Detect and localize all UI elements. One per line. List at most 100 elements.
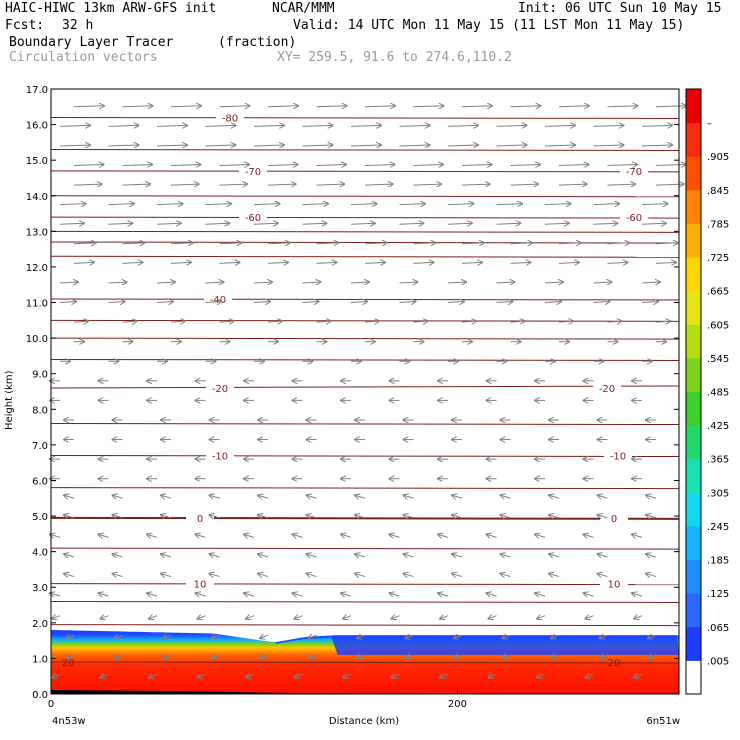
wind-vector xyxy=(122,184,151,185)
wind-vector xyxy=(253,223,278,224)
circulation-vectors xyxy=(50,106,686,678)
wind-vector xyxy=(258,554,269,557)
wind-vector xyxy=(544,223,569,224)
wind-vector xyxy=(646,574,657,577)
wind-vector xyxy=(632,534,643,537)
wind-vector xyxy=(59,302,76,303)
wind-vector xyxy=(246,674,255,677)
y-tick-label: 1.0 xyxy=(32,654,48,665)
wind-vector xyxy=(392,616,400,619)
wind-vector xyxy=(593,282,612,283)
wind-vector xyxy=(341,534,352,537)
wind-vector xyxy=(355,574,366,577)
wind-vector xyxy=(496,223,521,224)
contour-line-0 xyxy=(50,516,680,520)
wind-vector xyxy=(646,495,657,498)
wind-vector xyxy=(461,243,484,244)
contour-label: 10 xyxy=(608,580,621,591)
wind-vector xyxy=(549,495,560,498)
wind-vector xyxy=(212,635,220,638)
wind-vector xyxy=(648,635,657,638)
wind-vector xyxy=(440,674,449,677)
wind-vector xyxy=(510,262,531,263)
wind-vector xyxy=(600,655,608,658)
wind-vector xyxy=(101,674,109,677)
colorbar-label: .365 xyxy=(707,455,729,466)
wind-vector xyxy=(316,243,339,244)
wind-vector xyxy=(461,165,492,166)
colorbar-label: .485 xyxy=(707,388,729,399)
colorbar-swatch xyxy=(686,458,701,493)
contour-label-bg xyxy=(206,381,234,393)
wind-vector xyxy=(537,616,546,619)
wind-vector xyxy=(487,593,497,596)
contour-line--80 xyxy=(50,116,680,119)
contour-label: -60 xyxy=(626,213,642,224)
wind-vector xyxy=(461,106,492,107)
wind-vector xyxy=(267,243,290,244)
y-tick-label: 8.0 xyxy=(32,405,48,416)
wind-vector xyxy=(399,223,424,224)
wind-vector xyxy=(302,223,327,224)
wind-vector xyxy=(350,282,369,283)
wind-vector xyxy=(551,655,560,658)
colorbar-swatch xyxy=(686,391,701,426)
wind-vector xyxy=(161,515,172,518)
wind-vector xyxy=(586,674,594,677)
y-tick-label: 6.0 xyxy=(32,476,48,487)
wind-vector xyxy=(607,106,638,107)
wind-vector xyxy=(489,674,497,677)
wind-vector xyxy=(205,204,232,205)
wind-vector xyxy=(496,204,523,205)
contour-label-bg xyxy=(600,511,628,523)
colorbar-swatch xyxy=(686,156,701,191)
wind-vector xyxy=(510,165,541,166)
wind-vector xyxy=(392,674,400,677)
colorbar-label: – xyxy=(707,119,712,130)
contour-label: -40 xyxy=(210,295,226,306)
wind-vector xyxy=(267,165,298,166)
wind-vector xyxy=(122,321,137,322)
y-tick-label: 5.0 xyxy=(32,512,48,523)
wind-vector xyxy=(452,515,463,518)
wind-vector xyxy=(558,184,587,185)
colorbar-swatch xyxy=(686,357,701,392)
contour-line--60 xyxy=(50,216,680,219)
contour-label: 0 xyxy=(611,514,617,525)
wind-vector xyxy=(341,593,352,596)
wind-vector xyxy=(59,145,90,146)
wind-vector xyxy=(544,125,575,126)
colorbar-swatch xyxy=(686,223,701,258)
wind-vector xyxy=(219,106,250,107)
wind-vector xyxy=(634,616,643,619)
colorbar-label: .005 xyxy=(707,656,729,667)
y-tick-label: 7.0 xyxy=(32,441,48,452)
field2-name: Circulation vectors xyxy=(9,50,158,65)
wind-vector xyxy=(196,534,206,537)
wind-vector xyxy=(246,616,255,619)
wind-vector xyxy=(156,204,183,205)
wind-vector xyxy=(122,165,153,166)
wind-vector xyxy=(641,204,668,205)
wind-vector xyxy=(108,125,139,126)
wind-vector xyxy=(655,243,678,244)
contour-label: -60 xyxy=(245,213,261,224)
wind-vector xyxy=(646,515,657,518)
contour-label-bg xyxy=(186,511,214,523)
colorbar-swatch xyxy=(686,89,701,124)
wind-vector xyxy=(648,655,657,658)
wind-vector xyxy=(447,223,472,224)
wind-vector xyxy=(163,635,172,638)
wind-vector xyxy=(156,223,181,224)
contour-label-bg xyxy=(204,292,232,304)
colorbar-label: .605 xyxy=(707,320,729,331)
wind-vector xyxy=(115,635,123,638)
wind-vector xyxy=(558,321,573,322)
colorbar-swatch xyxy=(686,492,701,527)
wind-vector xyxy=(258,495,269,498)
colorbar-label: .665 xyxy=(707,287,729,298)
wind-vector xyxy=(447,302,464,303)
contour-label-bg xyxy=(239,164,267,176)
wind-vector xyxy=(364,106,395,107)
contour-line xyxy=(50,195,680,198)
